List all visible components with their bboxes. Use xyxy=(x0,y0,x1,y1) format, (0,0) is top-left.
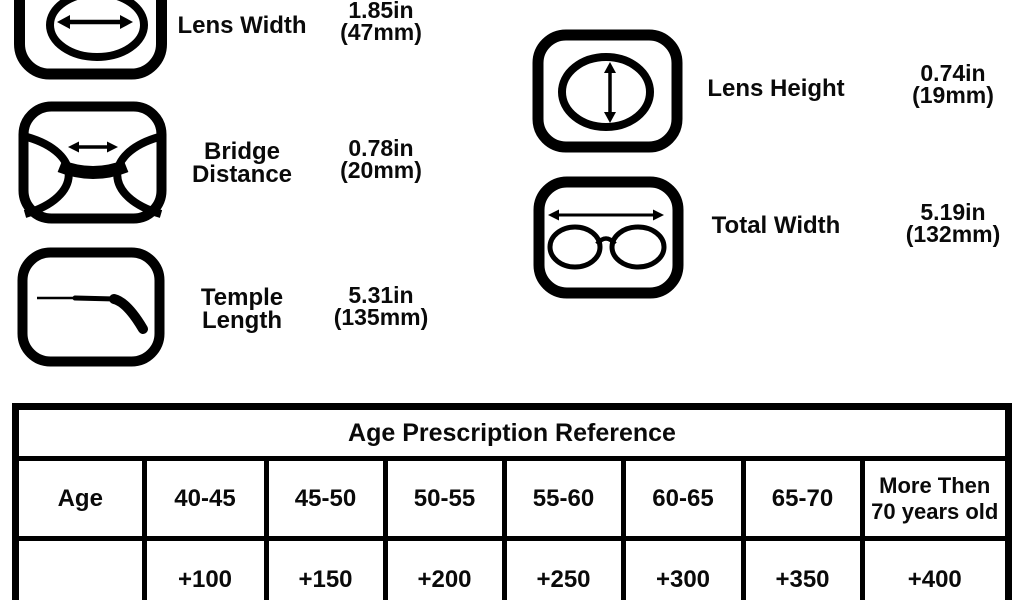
temple-length-label: Temple Length xyxy=(200,284,284,334)
bridge-distance-label: Bridge Distance xyxy=(191,138,293,188)
header-more-than-70: More Then 70 years old xyxy=(859,456,1008,541)
horizontal-arrow xyxy=(57,15,133,29)
age-prescription-table: Age Prescription Reference Age 40-45 45-… xyxy=(12,403,1012,600)
header-55-60: 55-60 xyxy=(501,456,626,541)
value-age-blank xyxy=(16,536,147,600)
table-title-row: Age Prescription Reference xyxy=(16,407,1008,461)
temple-length-icon xyxy=(17,247,167,369)
header-45-50: 45-50 xyxy=(263,456,388,541)
total-width-value: 5.19in (132mm) xyxy=(905,199,1001,247)
table-value-row: +100 +150 +200 +250 +300 +350 +400 xyxy=(16,536,1008,600)
value-60-65: +300 xyxy=(620,536,746,600)
temple-length-value: 5.31in (135mm) xyxy=(333,282,429,330)
lens-height-icon xyxy=(532,29,684,154)
lens-height-value: 0.74in (19mm) xyxy=(912,60,994,108)
horizontal-arrow xyxy=(548,209,664,221)
lens-width-icon xyxy=(13,0,168,86)
lens-width-label: Lens Width xyxy=(177,12,307,39)
value-65-70: +350 xyxy=(740,536,865,600)
bridge-distance-icon xyxy=(18,101,168,225)
total-width-label: Total Width xyxy=(711,212,841,239)
value-40-45: +100 xyxy=(141,536,269,600)
header-age: Age xyxy=(16,456,147,541)
header-40-45: 40-45 xyxy=(141,456,269,541)
value-55-60: +250 xyxy=(501,536,626,600)
table-title: Age Prescription Reference xyxy=(16,407,1008,461)
header-65-70: 65-70 xyxy=(740,456,865,541)
value-50-55: +200 xyxy=(382,536,507,600)
bridge-distance-value: 0.78in (20mm) xyxy=(340,135,422,183)
value-more-than-70: +400 xyxy=(859,536,1008,600)
header-50-55: 50-55 xyxy=(382,456,507,541)
lens-height-label: Lens Height xyxy=(707,75,845,102)
lens-width-value: 1.85in (47mm) xyxy=(340,0,422,45)
horizontal-arrow xyxy=(68,141,118,153)
value-45-50: +150 xyxy=(263,536,388,600)
total-width-icon xyxy=(533,176,685,301)
header-60-65: 60-65 xyxy=(620,456,746,541)
vertical-arrow xyxy=(604,62,616,123)
table-header-row: Age 40-45 45-50 50-55 55-60 60-65 65-70 … xyxy=(16,456,1008,541)
glasses-glyph xyxy=(547,224,667,270)
